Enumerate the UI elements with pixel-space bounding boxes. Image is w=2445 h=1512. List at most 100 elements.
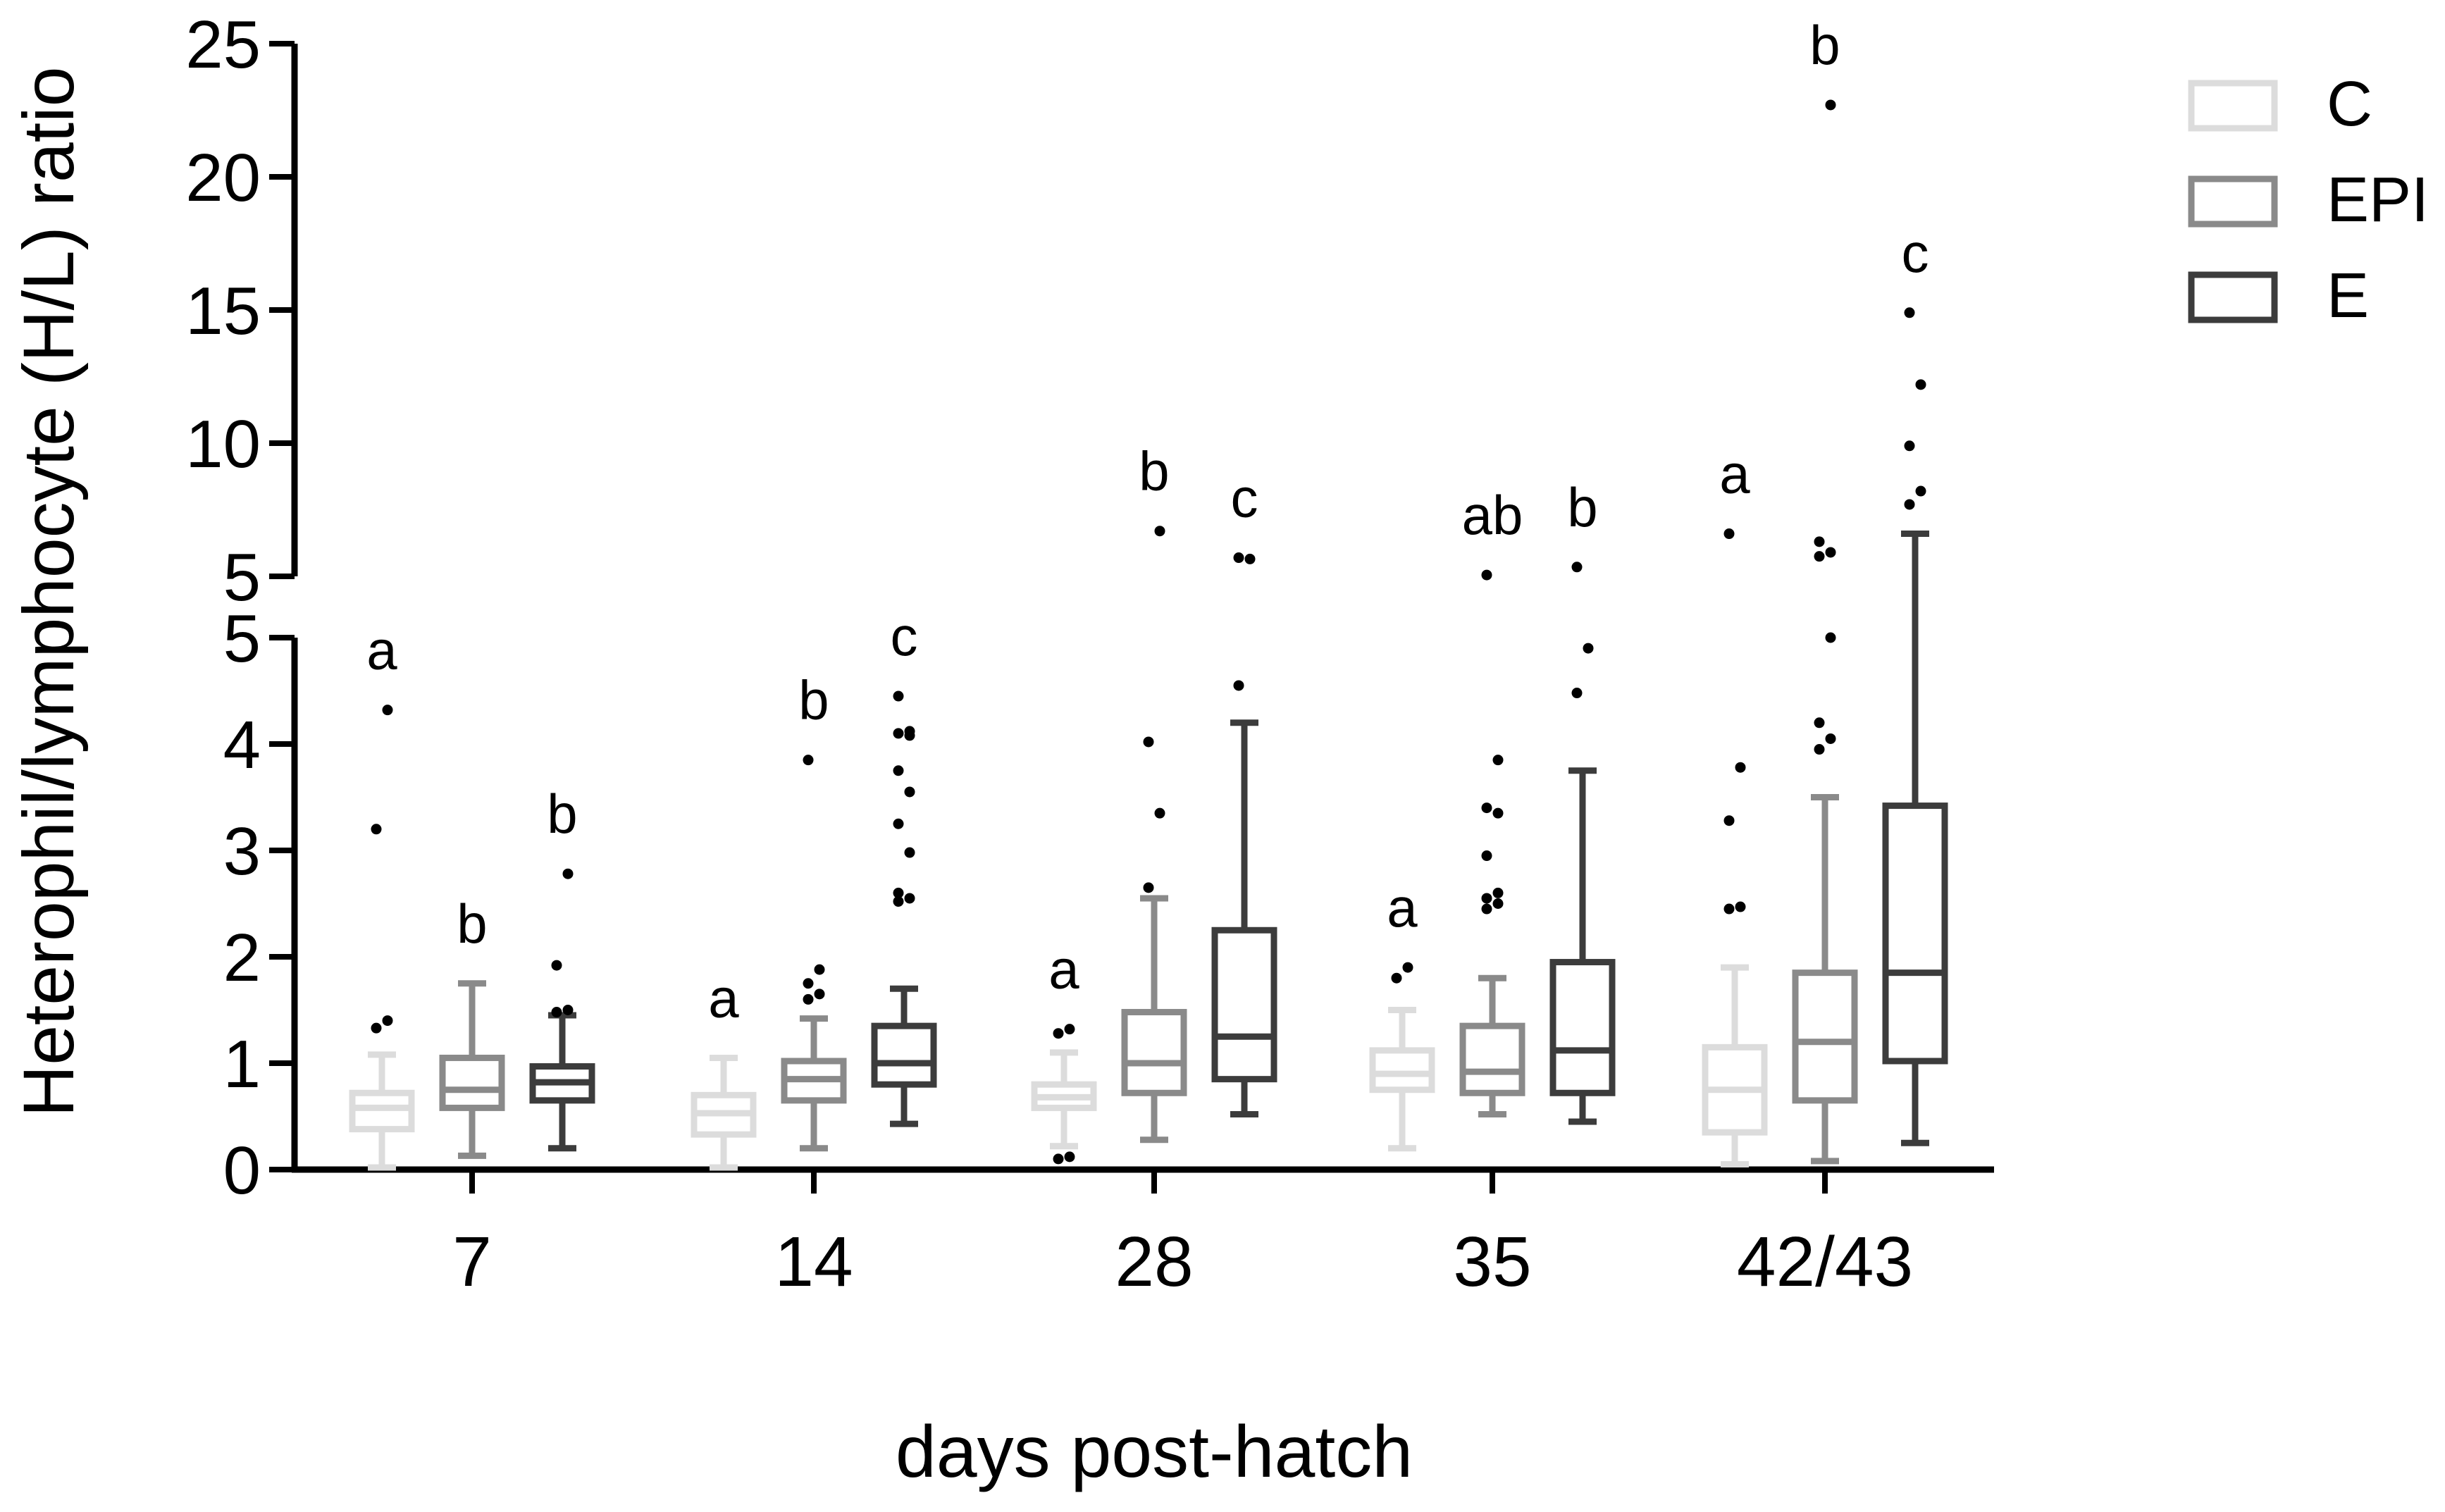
axes: [269, 41, 1994, 1194]
outlier-point: [904, 726, 915, 737]
legend: C EPI E: [2188, 69, 2429, 331]
outlier-point: [382, 705, 393, 716]
box-c-28: [1031, 1024, 1097, 1165]
outlier-point: [1825, 733, 1836, 744]
outlier-point: [1492, 807, 1504, 819]
outlier-point: [1904, 499, 1915, 510]
outlier-point: [893, 896, 904, 907]
outlier-point: [1825, 632, 1836, 643]
box-plots: [349, 99, 1948, 1171]
y-tick-label: 0: [223, 1133, 261, 1208]
outlier-point: [1571, 688, 1583, 699]
box-epi-42-43: [1792, 99, 1858, 1165]
outlier-point: [803, 978, 814, 989]
outlier-point: [893, 818, 904, 829]
outlier-point: [893, 887, 904, 898]
box-epi-14: [781, 755, 847, 1152]
outlier-point: [893, 765, 904, 776]
legend-swatch-e: [2188, 271, 2278, 323]
significance-letter: b: [1567, 476, 1597, 538]
significance-letter: a: [1048, 938, 1079, 1000]
box-c-14: [691, 1054, 757, 1171]
box-epi-35: [1459, 569, 1525, 1117]
outlier-point: [1481, 850, 1492, 862]
outlier-point: [1735, 762, 1746, 773]
significance-letter: a: [1387, 876, 1418, 938]
outlier-point: [1723, 528, 1735, 540]
box-e-28: [1211, 552, 1277, 1117]
y-tick-label: 1: [223, 1027, 261, 1102]
outlier-point: [1583, 643, 1594, 654]
outlier-point: [1233, 552, 1244, 564]
y-tick-label: 3: [223, 814, 261, 889]
outlier-point: [893, 690, 904, 702]
outlier-point: [1064, 1151, 1075, 1163]
outlier-point: [1915, 485, 1926, 497]
outlier-point: [1492, 898, 1504, 909]
box-c-7: [349, 705, 415, 1171]
outlier-point: [1825, 547, 1836, 558]
significance-letter: a: [1719, 443, 1750, 505]
x-tick-label: 42/43: [1737, 1222, 1913, 1301]
outlier-point: [1154, 807, 1165, 819]
outlier-point: [814, 989, 825, 1000]
x-tick-label: 28: [1115, 1222, 1193, 1301]
outlier-point: [1814, 551, 1825, 562]
legend-label-e: E: [2327, 261, 2369, 331]
outlier-point: [562, 868, 574, 879]
x-tick-label: 35: [1453, 1222, 1531, 1301]
significance-letter: ab: [1462, 484, 1523, 546]
box-e-35: [1549, 562, 1616, 1125]
iqr-box: [439, 1054, 505, 1111]
x-tick-labels: 7 14 28 35 42/43: [452, 1222, 1913, 1301]
box-c-35: [1369, 962, 1435, 1152]
outlier-point: [1143, 882, 1154, 893]
outlier-point: [1915, 379, 1926, 390]
outlier-point: [1481, 903, 1492, 915]
legend-label-epi: EPI: [2327, 165, 2429, 235]
iqr-box: [871, 1022, 937, 1088]
significance-letter: a: [708, 967, 739, 1029]
significance-letter: b: [457, 893, 487, 955]
outlier-point: [1492, 755, 1504, 766]
outlier-point: [1233, 680, 1244, 691]
outlier-point: [1481, 893, 1492, 904]
y-axis-label: Heterophil/lymphocyte (H/L) ratio: [8, 67, 89, 1117]
significance-letter: b: [547, 783, 577, 845]
outlier-point: [1904, 440, 1915, 452]
outlier-point: [1814, 536, 1825, 547]
box-c-42-43: [1702, 528, 1768, 1167]
outlier-point: [1814, 744, 1825, 755]
box-epi-7: [439, 980, 505, 1159]
iqr-box: [1882, 803, 1948, 1065]
y-tick-label: 25: [185, 7, 261, 82]
outlier-point: [1064, 1024, 1075, 1035]
significance-letter: c: [1902, 222, 1929, 284]
outlier-point: [1143, 736, 1154, 748]
y-tick-labels: 0 1 2 3 4 55 10 15 20 25: [185, 7, 261, 1208]
significance-letter: c: [1231, 467, 1258, 529]
outlier-point: [1053, 1028, 1064, 1039]
legend-swatch-epi: [2188, 175, 2278, 228]
x-axis-label: days post-hatch: [896, 1411, 1413, 1493]
outlier-point: [904, 847, 915, 858]
iqr-box: [1211, 927, 1277, 1083]
outlier-point: [814, 964, 825, 975]
outlier-point: [1571, 562, 1583, 573]
outlier-point: [371, 1022, 382, 1034]
x-tick-label: 14: [774, 1222, 853, 1301]
outlier-point: [1402, 962, 1413, 973]
outlier-point: [1492, 887, 1504, 898]
outlier-point: [1481, 803, 1492, 814]
outlier-point: [1391, 972, 1402, 984]
legend-label-c: C: [2327, 69, 2372, 140]
y-tick-label: 20: [185, 140, 261, 216]
iqr-box: [1369, 1047, 1435, 1093]
iqr-box: [349, 1089, 415, 1133]
significance-letter: a: [366, 619, 397, 681]
y-tick-label: 5: [223, 601, 261, 676]
outlier-point: [1244, 553, 1256, 564]
y-tick-label: 15: [185, 273, 261, 349]
